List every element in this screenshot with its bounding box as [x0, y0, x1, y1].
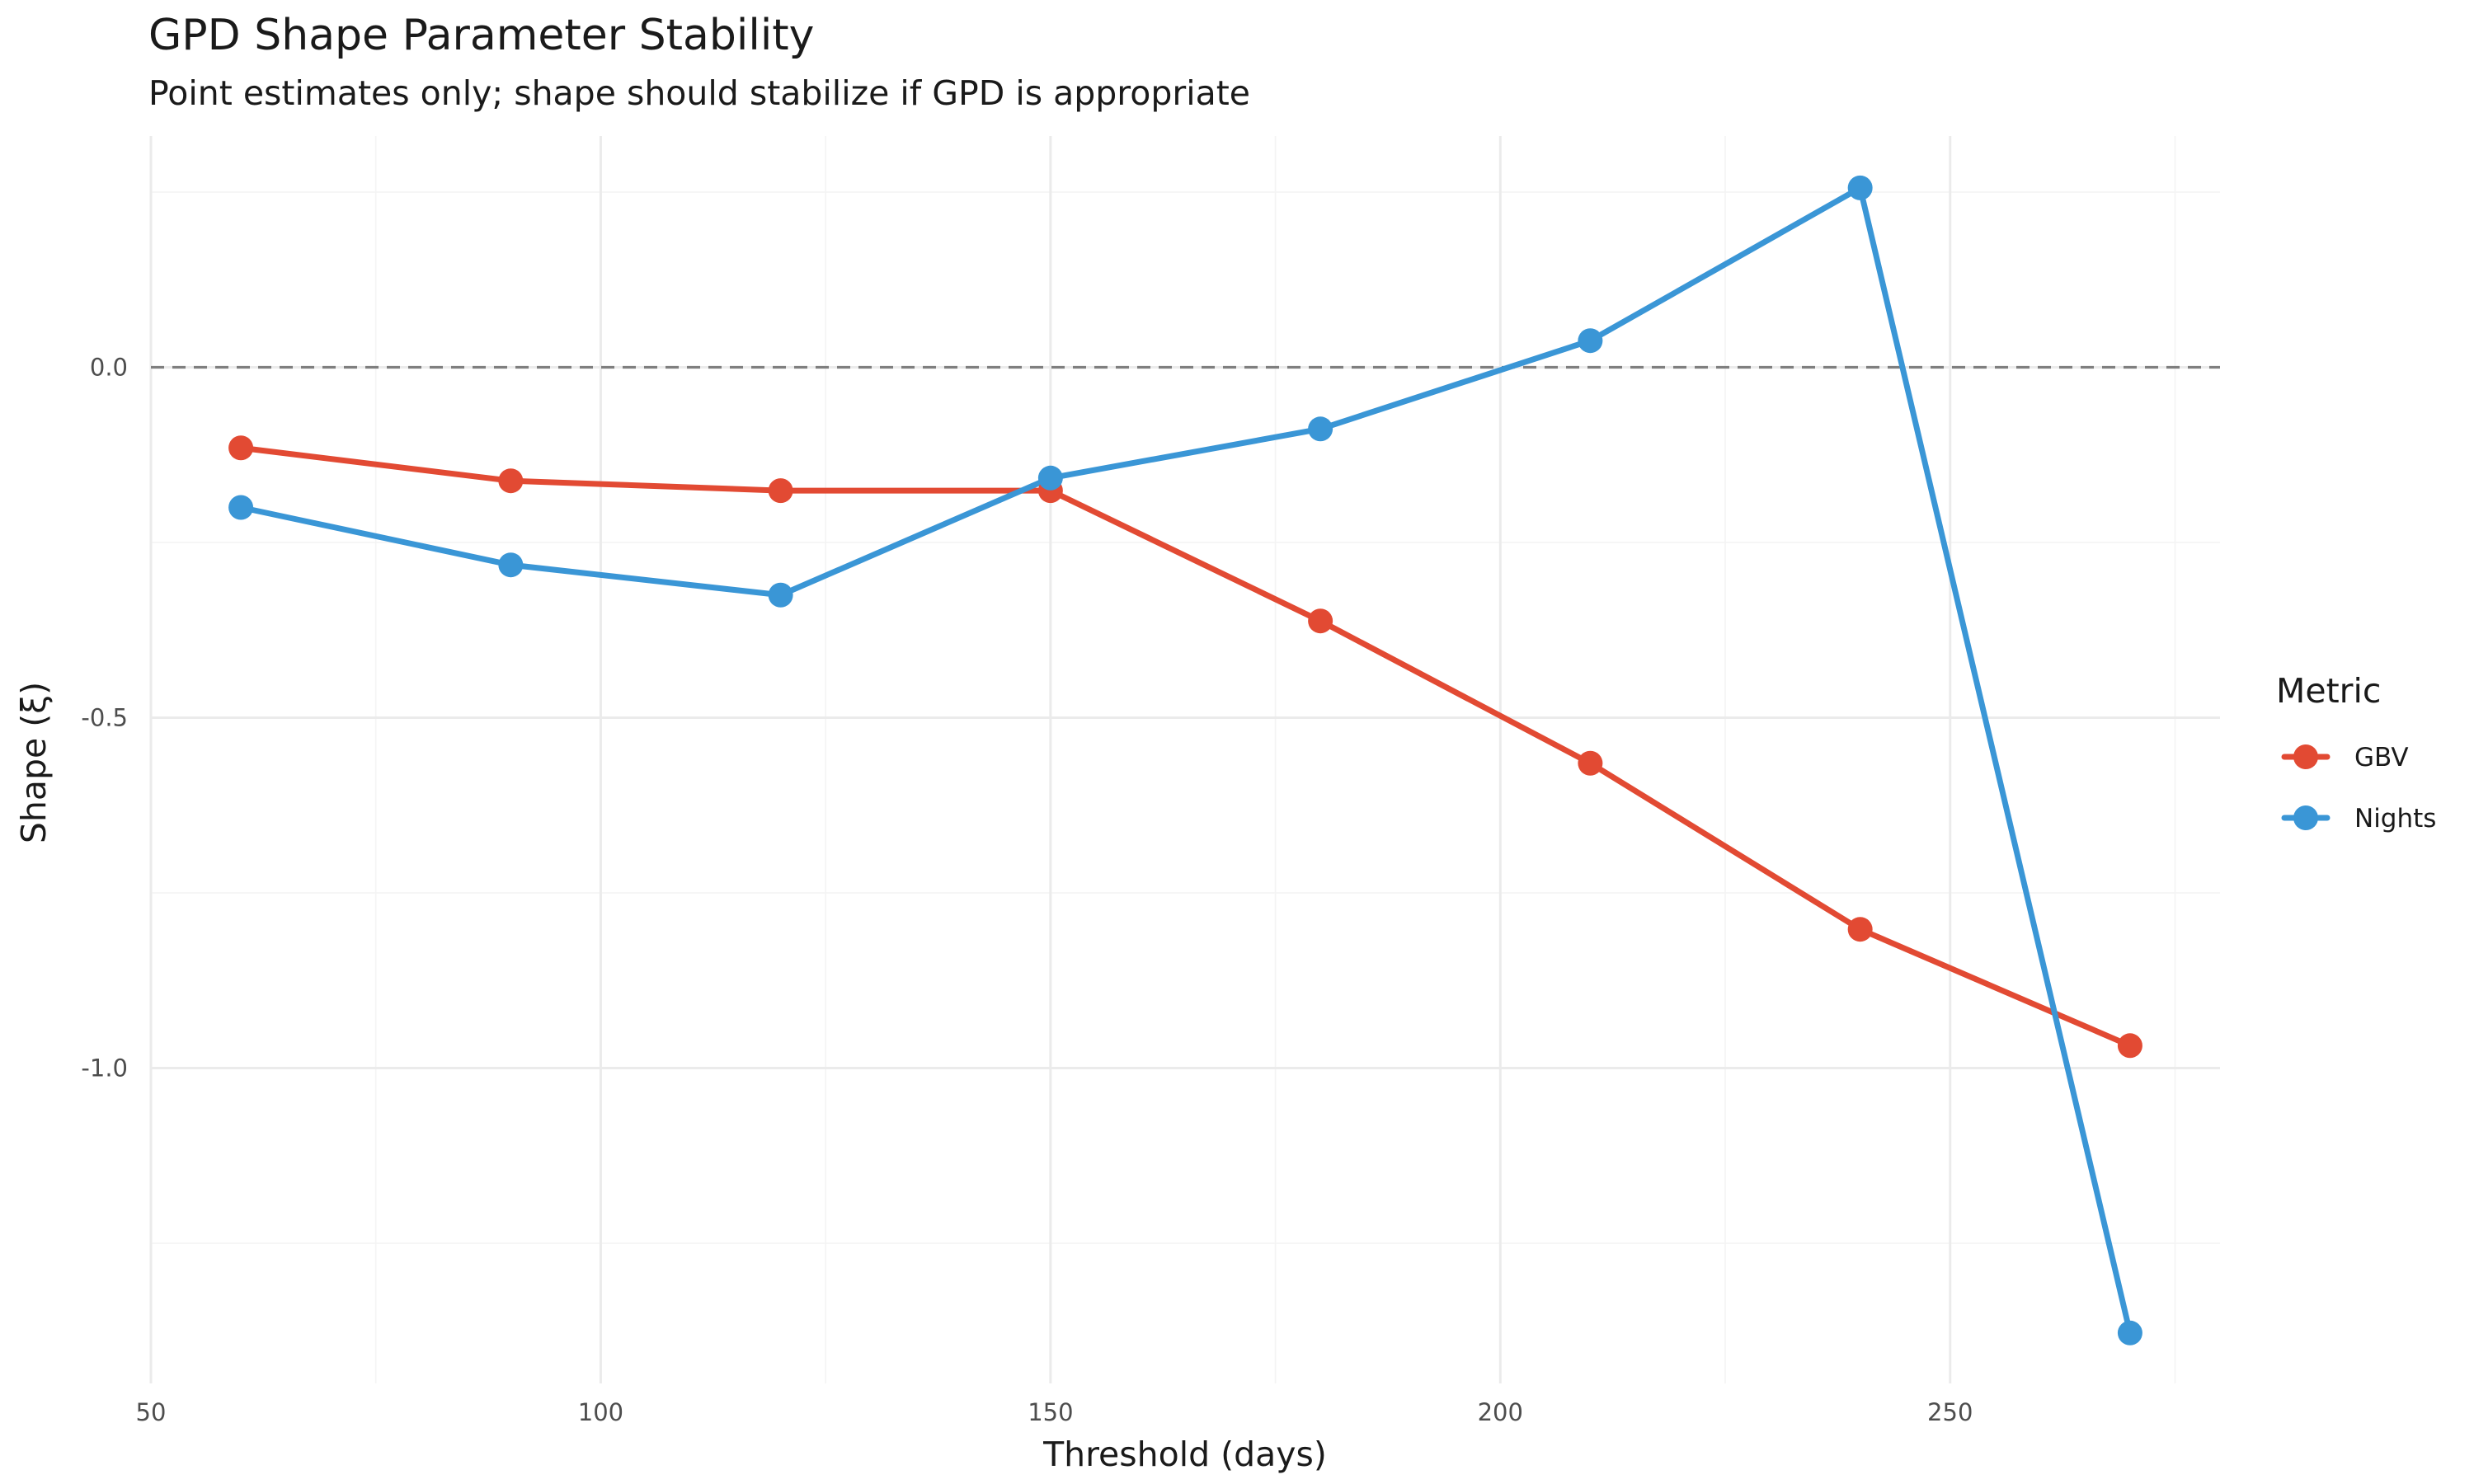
legend-marker-gbv — [2293, 744, 2318, 769]
x-tick-label: 50 — [136, 1398, 167, 1426]
y-tick-label: 0.0 — [90, 354, 128, 382]
legend-title: Metric — [2276, 671, 2381, 711]
chart-title: GPD Shape Parameter Stability — [148, 11, 814, 60]
series-line-gbv — [238, 444, 2133, 1049]
data-point-nights — [1308, 416, 1333, 442]
minor-gridlines — [151, 136, 2220, 1383]
data-point-gbv — [1308, 608, 1333, 634]
x-tick-label: 100 — [578, 1398, 623, 1426]
data-point-gbv — [768, 478, 793, 504]
y-axis-title: Shape (ξ) — [14, 682, 54, 843]
legend: Metric GBV Nights — [2276, 671, 2436, 834]
data-point-nights — [498, 552, 524, 578]
x-tick-label: 250 — [1927, 1398, 1973, 1426]
series-line-nights — [238, 185, 2133, 1336]
data-point-gbv — [498, 468, 524, 494]
data-point-gbv — [1578, 750, 1603, 776]
x-tick-label: 200 — [1478, 1398, 1523, 1426]
data-point-gbv — [2117, 1033, 2142, 1059]
data-point-nights — [768, 582, 793, 608]
legend-label-nights: Nights — [2354, 804, 2436, 834]
data-point-nights — [1037, 465, 1063, 491]
data-point-nights — [2117, 1320, 2142, 1345]
legend-label-gbv: GBV — [2354, 743, 2409, 773]
tick-labels: 50 100 150 200 250 0.0 -0.5 -1.0 — [81, 354, 1973, 1427]
data-point-nights — [1847, 175, 1873, 200]
y-tick-label: -1.0 — [81, 1054, 128, 1082]
chart-subtitle: Point estimates only; shape should stabi… — [148, 73, 1250, 113]
x-tick-label: 150 — [1028, 1398, 1073, 1426]
data-point-nights — [228, 495, 254, 520]
data-series — [228, 175, 2142, 1345]
data-point-nights — [1578, 328, 1603, 354]
major-gridlines — [149, 136, 2220, 1383]
y-tick-label: -0.5 — [81, 704, 128, 732]
x-axis-title: Threshold (days) — [1042, 1435, 1327, 1474]
data-point-gbv — [1847, 917, 1873, 942]
data-point-gbv — [228, 435, 254, 461]
legend-marker-nights — [2293, 805, 2318, 830]
